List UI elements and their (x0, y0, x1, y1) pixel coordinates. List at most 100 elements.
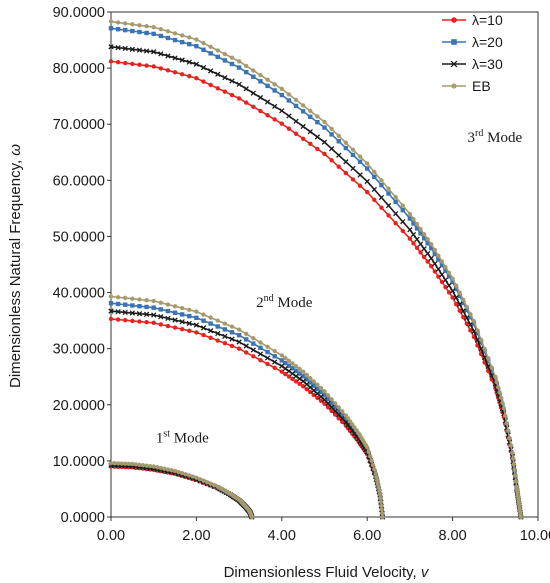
data-point (414, 245, 420, 251)
data-point (217, 485, 223, 491)
data-point (136, 311, 143, 317)
data-point (137, 319, 142, 324)
data-point (475, 328, 480, 333)
data-point (468, 314, 473, 320)
data-point (108, 19, 114, 24)
data-point (457, 293, 462, 299)
data-point (429, 242, 434, 247)
data-point (279, 86, 284, 92)
data-point (518, 514, 524, 520)
data-point (172, 325, 178, 330)
data-point (208, 335, 213, 341)
data-point (329, 397, 334, 402)
data-point (236, 339, 242, 345)
data-point (144, 24, 149, 29)
legend-label: EB (472, 78, 491, 94)
data-point (112, 461, 117, 466)
data-point (151, 64, 156, 69)
data-point (201, 79, 206, 84)
data-point (436, 257, 441, 262)
data-point (123, 302, 128, 307)
data-point (226, 490, 231, 495)
data-point (108, 316, 114, 322)
data-point (461, 297, 466, 303)
data-point (350, 147, 356, 152)
data-point (236, 81, 242, 88)
data-point (272, 117, 277, 122)
data-point (155, 465, 160, 470)
data-point (450, 295, 455, 300)
data-point (297, 381, 302, 387)
data-point (379, 182, 384, 188)
data-point (478, 340, 484, 345)
data-point (279, 353, 284, 358)
data-point (219, 486, 225, 492)
data-point (329, 132, 334, 137)
data-point (193, 61, 200, 67)
data-point (457, 308, 462, 313)
data-point (190, 474, 196, 479)
data-point (504, 420, 509, 426)
data-point (332, 404, 338, 410)
data-point (115, 317, 121, 322)
data-point (468, 311, 473, 317)
data-point (244, 337, 249, 342)
data-point (158, 465, 164, 471)
data-point (122, 45, 128, 52)
data-point (359, 435, 364, 441)
data-point (377, 488, 382, 493)
data-point (336, 164, 341, 169)
data-point (200, 64, 207, 71)
data-point (204, 480, 210, 485)
data-point (108, 26, 114, 31)
data-point (343, 170, 349, 176)
data-point (512, 467, 517, 473)
data-point (265, 83, 270, 89)
data-point (308, 108, 313, 114)
data-point (336, 405, 341, 410)
data-point (258, 79, 263, 84)
data-point (425, 237, 430, 242)
data-point (186, 320, 192, 327)
data-point (515, 489, 520, 494)
data-point (453, 294, 459, 301)
data-point (187, 328, 192, 334)
data-point (325, 393, 331, 398)
data-point (293, 103, 299, 109)
data-point (513, 478, 519, 484)
data-point (279, 108, 285, 114)
data-point (328, 146, 335, 152)
data-point (314, 134, 321, 140)
data-point (372, 174, 377, 180)
data-point (215, 48, 220, 53)
data-point (329, 158, 334, 163)
data-point (115, 27, 121, 32)
data-point (151, 464, 156, 469)
data-point (357, 433, 363, 438)
data-point (318, 389, 324, 395)
data-point (332, 401, 338, 406)
data-point (115, 461, 121, 466)
data-point (450, 60, 458, 68)
data-point (435, 266, 442, 272)
data-point (165, 467, 171, 472)
data-point (307, 129, 313, 135)
data-point (265, 344, 270, 349)
x-tick-label: 4.00 (268, 528, 296, 544)
legend-item: λ=10 (442, 12, 503, 28)
data-point (510, 456, 516, 461)
data-point (108, 301, 114, 306)
data-point (386, 213, 391, 218)
data-point (451, 83, 457, 89)
data-point (352, 425, 357, 430)
data-point (374, 478, 380, 483)
data-point (421, 232, 427, 237)
data-point (200, 325, 207, 331)
data-point (446, 270, 452, 276)
data-point (290, 366, 295, 371)
data-point (460, 308, 466, 314)
data-point (222, 89, 228, 94)
data-point (400, 219, 406, 225)
data-point (208, 481, 213, 486)
data-point (471, 318, 477, 324)
